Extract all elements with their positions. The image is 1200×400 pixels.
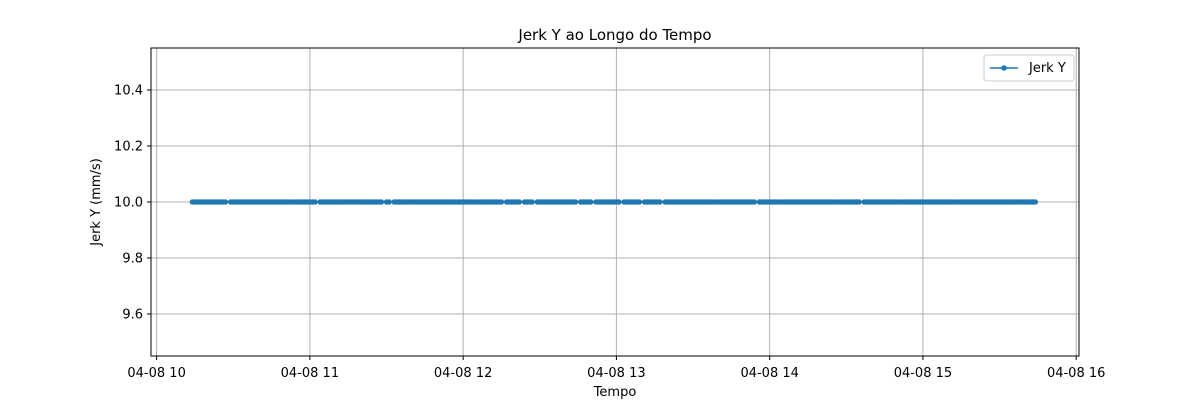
- data-point: [378, 199, 385, 205]
- y-tick-label: 9.6: [122, 308, 143, 323]
- x-tick-label: 04-08 14: [740, 366, 798, 381]
- x-tick-label: 04-08 16: [1047, 366, 1105, 381]
- legend-point-marker: [1001, 65, 1007, 71]
- data-point: [312, 199, 318, 205]
- y-axis: 9.6 9.8 10.0 10.2 10.4: [114, 84, 151, 323]
- y-tick-label: 10.4: [114, 84, 143, 99]
- data-point: [856, 199, 862, 205]
- data-point: [222, 199, 229, 205]
- data-point: [386, 199, 392, 205]
- series-jerk-y: [189, 199, 1039, 205]
- x-axis-label: Tempo: [593, 385, 637, 400]
- legend-label-jerk-y: Jerk Y: [1028, 61, 1066, 76]
- data-point: [498, 199, 505, 205]
- chart-title: Jerk Y ao Longo do Tempo: [517, 26, 711, 44]
- legend-box: [983, 54, 1075, 82]
- x-tick-label: 04-08 10: [127, 366, 185, 381]
- data-point: [657, 199, 663, 205]
- x-tick-label: 04-08 12: [434, 366, 492, 381]
- data-point: [751, 199, 758, 205]
- y-axis-label: Jerk Y (mm/s): [89, 158, 104, 247]
- y-tick-label: 9.8: [122, 252, 143, 267]
- x-axis: 04-08 10 04-08 11 04-08 12 04-08 13 04-08 14…: [127, 356, 1105, 381]
- x-tick-label: 04-08 13: [587, 366, 645, 381]
- y-tick-label: 10.2: [114, 140, 143, 155]
- data-point: [1032, 199, 1039, 205]
- data-point: [572, 199, 579, 205]
- data-point: [616, 199, 622, 205]
- x-tick-label: 04-08 11: [281, 366, 339, 381]
- data-point: [516, 199, 523, 205]
- data-point: [588, 199, 594, 205]
- data-point: [529, 199, 535, 205]
- legend: Jerk Y: [983, 54, 1075, 82]
- x-tick-label: 04-08 15: [894, 366, 952, 381]
- data-point: [636, 199, 643, 205]
- y-tick-label: 10.0: [114, 196, 143, 211]
